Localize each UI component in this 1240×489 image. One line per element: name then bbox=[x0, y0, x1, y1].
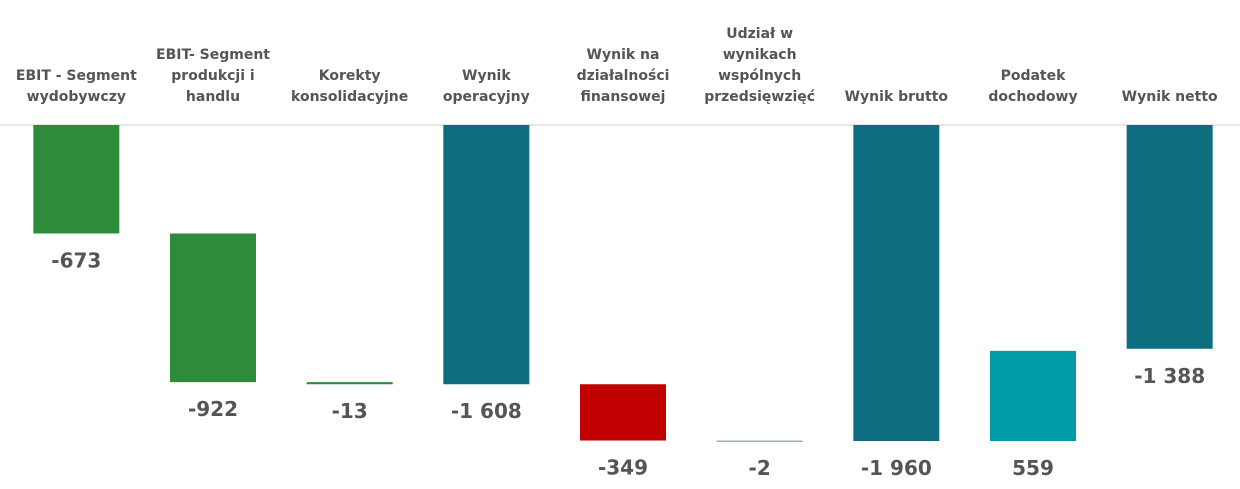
category-label: Wynik brutto bbox=[844, 89, 949, 105]
category-label: Podatek dochodowy bbox=[988, 68, 1078, 105]
value-label: 559 bbox=[1012, 456, 1054, 480]
bar bbox=[443, 125, 530, 385]
bar bbox=[306, 382, 393, 385]
category-label: Korekty konsolidacyjne bbox=[291, 68, 409, 105]
bar bbox=[853, 125, 940, 441]
bar bbox=[33, 125, 120, 234]
bar bbox=[580, 384, 666, 441]
value-label: -2 bbox=[749, 456, 771, 480]
value-label: -673 bbox=[51, 249, 101, 273]
category-label: Wynik na działalności finansowej bbox=[576, 47, 670, 105]
value-label: -1 960 bbox=[861, 456, 932, 480]
bar bbox=[716, 440, 803, 443]
value-label: -1 388 bbox=[1134, 364, 1205, 388]
bar bbox=[990, 350, 1076, 441]
category-label: EBIT- Segment produkcji i handlu bbox=[156, 47, 270, 105]
value-label: -1 608 bbox=[451, 399, 522, 423]
category-label: Udział w wynikach wspólnych przedsięwzię… bbox=[704, 26, 816, 105]
bar bbox=[1126, 125, 1213, 349]
value-label: -349 bbox=[598, 456, 648, 480]
value-label: -922 bbox=[188, 397, 238, 421]
bar bbox=[170, 233, 256, 383]
category-label: EBIT - Segment wydobywczy bbox=[15, 68, 137, 105]
value-label: -13 bbox=[332, 399, 368, 423]
category-label: Wynik operacyjny bbox=[442, 68, 530, 105]
category-label: Wynik netto bbox=[1121, 89, 1218, 105]
